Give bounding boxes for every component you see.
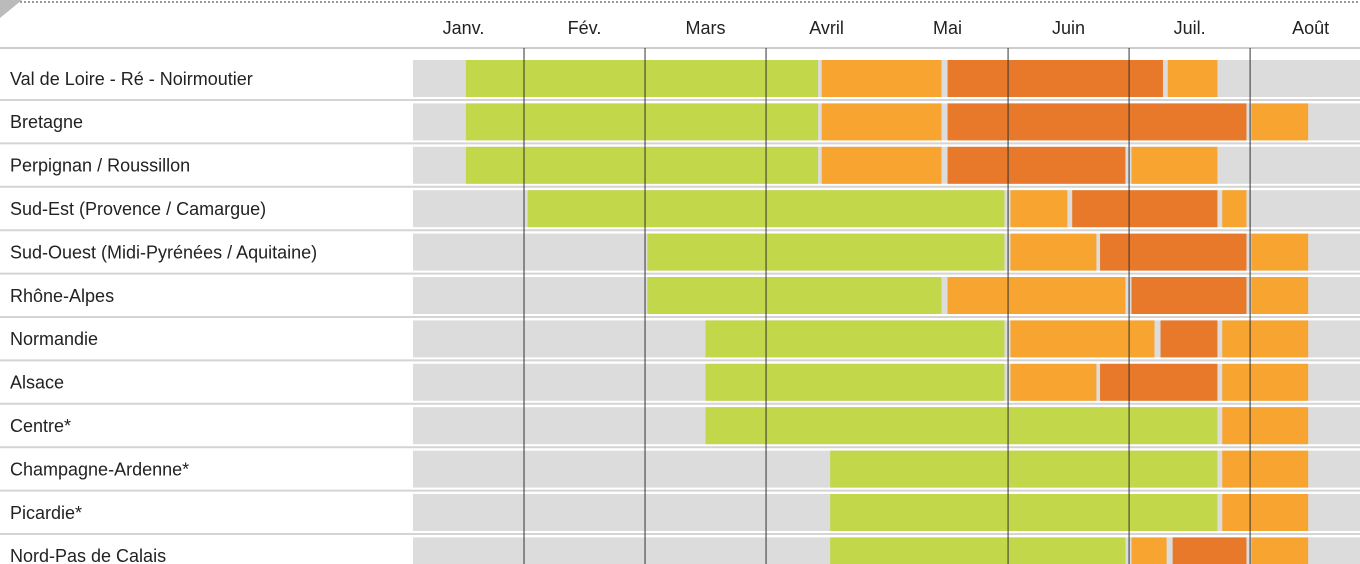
row-label: Perpignan / Roussillon bbox=[10, 156, 190, 176]
period-bar bbox=[1100, 233, 1247, 271]
row-label: Bretagne bbox=[10, 112, 83, 132]
month-label: Août bbox=[1292, 18, 1329, 38]
period-bar bbox=[1222, 407, 1309, 445]
month-label: Juil. bbox=[1174, 18, 1206, 38]
period-bar bbox=[1222, 363, 1309, 401]
corner bbox=[0, 0, 22, 18]
period-bar bbox=[1251, 103, 1309, 141]
period-bar bbox=[1131, 146, 1218, 184]
period-bar bbox=[821, 146, 942, 184]
period-bar bbox=[465, 60, 819, 97]
row-label: Sud-Est (Provence / Camargue) bbox=[10, 199, 266, 219]
period-bar bbox=[830, 537, 1126, 564]
row-label: Normandie bbox=[10, 329, 98, 349]
period-bar bbox=[830, 450, 1218, 488]
period-bar bbox=[830, 494, 1218, 531]
period-bar bbox=[705, 320, 1005, 358]
period-bar bbox=[1160, 320, 1218, 358]
period-bar bbox=[1100, 363, 1218, 401]
period-bar bbox=[1010, 190, 1068, 228]
period-bar bbox=[1251, 277, 1309, 314]
period-bar bbox=[705, 363, 1005, 401]
period-bar bbox=[1172, 537, 1247, 564]
row-label: Centre* bbox=[10, 416, 71, 436]
period-bar bbox=[1010, 233, 1097, 271]
period-bar bbox=[1251, 537, 1309, 564]
period-bar bbox=[465, 146, 819, 184]
period-bar bbox=[947, 277, 1126, 314]
period-bar bbox=[947, 146, 1126, 184]
month-label: Fév. bbox=[568, 18, 602, 38]
month-label: Janv. bbox=[443, 18, 485, 38]
period-bar bbox=[705, 407, 1218, 445]
month-label: Avril bbox=[809, 18, 844, 38]
period-bar bbox=[1010, 320, 1155, 358]
period-bar bbox=[1010, 363, 1097, 401]
period-bar bbox=[1131, 277, 1247, 314]
period-bar bbox=[647, 277, 942, 314]
row-label: Champagne-Ardenne* bbox=[10, 459, 189, 479]
period-bar bbox=[1222, 494, 1309, 531]
period-bar bbox=[947, 103, 1247, 141]
month-label: Juin bbox=[1052, 18, 1085, 38]
row-label: Nord-Pas de Calais bbox=[10, 546, 166, 564]
period-bar bbox=[821, 60, 942, 97]
period-bar bbox=[1167, 60, 1218, 97]
period-bar bbox=[1131, 537, 1167, 564]
row-label: Picardie* bbox=[10, 503, 82, 523]
period-bar bbox=[1222, 320, 1309, 358]
period-bar bbox=[1251, 233, 1309, 271]
period-bar bbox=[647, 233, 1005, 271]
period-bar bbox=[947, 60, 1163, 97]
period-bar bbox=[465, 103, 819, 141]
period-bar bbox=[1222, 450, 1309, 488]
period-bar bbox=[821, 103, 942, 141]
row-label: Sud-Ouest (Midi-Pyrénées / Aquitaine) bbox=[10, 242, 317, 262]
period-bar bbox=[1072, 190, 1218, 228]
row-label: Alsace bbox=[10, 373, 64, 393]
row-label: Rhône-Alpes bbox=[10, 286, 114, 306]
month-label: Mai bbox=[933, 18, 962, 38]
row-label: Val de Loire - Ré - Noirmoutier bbox=[10, 69, 253, 89]
period-bar bbox=[1222, 190, 1247, 228]
month-label: Mars bbox=[686, 18, 726, 38]
